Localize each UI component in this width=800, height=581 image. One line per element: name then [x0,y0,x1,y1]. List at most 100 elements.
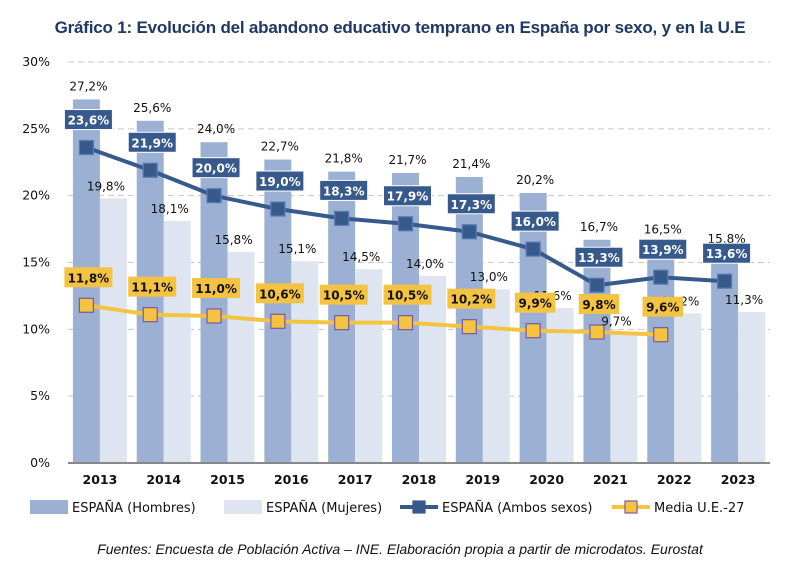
y-axis: 0% 5% 10% 15% 20% 25% 30% [22,54,50,470]
label-box-ue [192,277,241,298]
x-tick-label: 2017 [338,472,373,487]
label-box-ue [319,284,368,305]
data-label-ue: 9,6% [646,301,679,315]
marker-ue [397,315,414,331]
marker-ue [589,324,605,340]
data-label-ambos: 18,3% [323,184,365,198]
legend-item-ambos: ESPAÑA (Ambos sexos) [400,500,593,516]
label-box-ue [642,296,683,317]
data-label-ambos: 17,3% [450,198,492,212]
source-footnote: Fuentes: Encuesta de Población Activa – … [97,541,703,557]
bar-mujeres [610,333,638,463]
data-label-mujeres: 19,8% [87,179,125,193]
data-label-hombres: 21,4% [452,157,490,171]
label-box-ambos [191,157,241,179]
bar-mujeres [419,275,446,463]
data-label-mujeres: 15,1% [278,242,316,256]
line-ue [86,303,661,337]
legend-marker-ue [624,500,638,514]
data-label-mujeres: 14,0% [406,257,444,271]
y-tick-label: 25% [22,121,50,136]
x-tick-label: 2023 [721,472,756,487]
x-tick-label: 2015 [210,472,245,487]
marker-ambos [716,273,733,289]
bars [72,99,766,464]
legend-label: ESPAÑA (Ambos sexos) [442,500,593,516]
data-label-hombres: 20,2% [516,173,554,187]
data-label-ambos: 19,0% [259,175,301,189]
label-box-ambos [255,170,305,192]
label-box-ue [64,267,113,288]
legend-label: ESPAÑA (Hombres) [72,500,196,516]
label-box-ue [514,292,556,313]
data-label-ue: 11,1% [131,281,173,295]
data-label-ambos: 13,9% [642,243,684,257]
marker-ambos [142,162,158,178]
data-label-ue: 11,0% [195,282,237,296]
data-label-ue: 11,8% [68,271,110,285]
label-box-ambos [574,246,624,268]
data-label-ue: 9,9% [518,297,551,311]
legend-item-hombres: ESPAÑA (Hombres) [30,500,196,516]
x-tick-label: 2019 [465,472,500,487]
marker-ambos [461,224,477,240]
label-box-ue [383,284,432,305]
marker-ue [206,308,222,324]
data-label-mujeres: 9,7% [601,314,632,328]
data-label-hombres: 16,7% [580,220,618,234]
data-label-hombres: 15,8% [708,232,746,246]
label-box-ambos [702,242,752,264]
data-label-hombres: 16,5% [644,222,682,236]
lines [78,139,733,343]
label-box-ue [447,288,496,309]
data-label-mujeres: 14,5% [342,250,380,264]
data-label-mujeres: 15,8% [214,233,252,247]
x-axis: 2013 2014 2015 2016 2017 2018 2019 2020 2021 2022… [68,462,770,487]
marker-ambos [334,210,350,226]
marker-ambos [525,241,541,257]
bar-mujeres [738,311,766,463]
data-label-mujeres: 18,1% [151,202,189,216]
x-tick-label: 2013 [83,472,118,487]
legend-marker-ambos [412,500,426,514]
marker-ue [653,327,669,343]
label-box-ambos [383,185,432,207]
label-box-ambos [319,179,369,201]
marker-ambos [653,269,669,285]
chart-title: Gráfico 1: Evolución del abandono educat… [54,18,746,37]
label-box-ambos [446,193,496,215]
label-box-ambos [638,238,688,260]
data-label-ue: 10,5% [387,289,429,303]
marker-ue [78,297,95,313]
x-tick-label: 2016 [274,472,309,487]
marker-ue [142,307,158,323]
x-tick-label: 2014 [146,472,181,487]
y-tick-label: 5% [30,388,50,403]
data-label-ue: 9,8% [582,298,615,312]
data-label-mujeres: 13,0% [470,270,508,284]
marker-ambos [78,139,95,156]
data-label-ue: 10,5% [323,289,365,303]
y-tick-label: 10% [22,321,50,336]
legend-swatch-hombres [30,500,68,514]
data-label-ambos: 16,0% [514,215,556,229]
data-label-ambos: 13,3% [578,251,620,265]
legend-label: ESPAÑA (Mujeres) [266,500,382,516]
data-label-mujeres: 11,3% [725,293,763,307]
bar-mujeres [674,313,702,463]
bar-hombres [583,239,611,463]
marker-ue [270,313,286,329]
marker-ambos [589,277,605,293]
marker-ue [525,323,541,339]
label-box-ue [255,283,304,304]
x-tick-label: 2021 [593,472,628,487]
data-label-hombres: 22,7% [261,140,299,154]
x-tick-label: 2020 [529,472,564,487]
data-label-ambos: 21,9% [131,136,173,150]
bar-mujeres [163,221,191,463]
y-tick-label: 15% [22,255,50,270]
data-label-ambos: 23,6% [68,114,110,128]
data-label-ambos: 20,0% [195,162,237,176]
marker-ambos [270,201,286,217]
